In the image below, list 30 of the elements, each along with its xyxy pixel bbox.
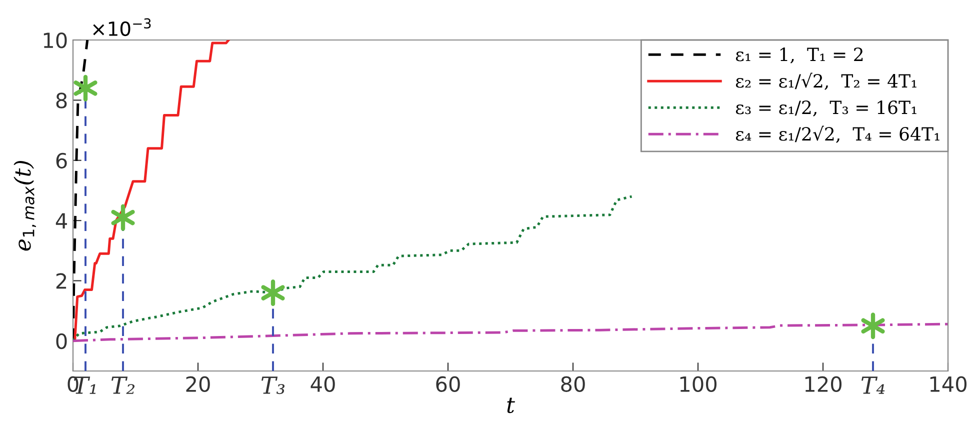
y-tick-label: 8 xyxy=(56,92,67,108)
point xyxy=(111,204,135,231)
line-series xyxy=(73,322,948,342)
x-tick-label: 100 xyxy=(680,376,716,392)
legend-label: ε₂ = ε₁/√2, T₂ = 4T₁ xyxy=(736,72,916,90)
text: ×10$^{−3}$ xyxy=(93,18,151,36)
line-series xyxy=(73,40,230,342)
line-series xyxy=(73,195,633,342)
point xyxy=(261,279,285,306)
x-tick-label: 20 xyxy=(186,376,210,392)
x-tick-label: 60 xyxy=(436,376,460,392)
x-tick-label: 140 xyxy=(930,376,966,392)
y-tick-label: 2 xyxy=(56,273,66,289)
x-tick-label: 120 xyxy=(805,376,842,392)
x-tick-label: 80 xyxy=(561,376,585,392)
x-axis-title: t xyxy=(507,398,515,414)
legend-label: ε₁ = 1, T₁ = 2 xyxy=(736,48,863,64)
legend-label: ε₄ = ε₁/2√2, T₄ = 64T₁ xyxy=(736,126,940,143)
x-tick-label: 40 xyxy=(310,376,335,392)
point xyxy=(74,74,98,102)
point xyxy=(861,312,885,340)
x-tick-label: T₂ xyxy=(112,376,135,394)
legend-label: ε₃ = ε₁/2, T₃ = 16T₁ xyxy=(736,100,916,116)
y-tick-label: 0 xyxy=(56,333,67,350)
x-tick-label: T₃ xyxy=(262,376,285,394)
y-tick-label: 4 xyxy=(56,213,67,228)
y-tick-label: 6 xyxy=(56,152,67,169)
y-axis-title: e$_{1,max}$(t) xyxy=(14,161,36,251)
x-tick-label: T₄ xyxy=(862,376,885,394)
y-tick-label: 10 xyxy=(44,32,67,48)
